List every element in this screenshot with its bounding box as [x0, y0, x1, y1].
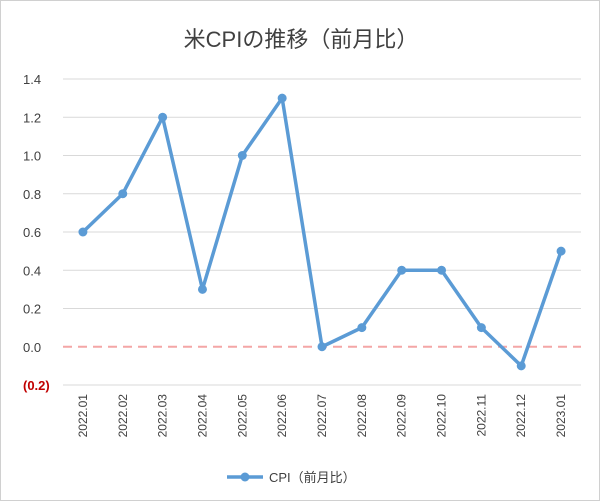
x-tick-label: 2022.03	[156, 394, 170, 438]
x-tick-label: 2022.09	[395, 394, 409, 438]
data-point	[78, 227, 88, 237]
data-point	[317, 342, 327, 352]
y-tick-label: (0.2)	[23, 378, 50, 393]
y-tick-label: 0.6	[23, 225, 41, 240]
x-axis-tick-labels: 2022.01 2022.02 2022.03 2022.04 2022.05 2022.…	[76, 394, 568, 438]
gridlines	[63, 78, 581, 386]
data-point	[437, 265, 447, 275]
y-axis-tick-labels: 1.4 1.2 1.0 0.8 0.6 0.4 0.2 0.0 (0.2)	[23, 72, 50, 393]
data-point	[397, 265, 407, 275]
data-point	[237, 151, 247, 160]
x-tick-label: 2022.10	[435, 394, 449, 438]
data-point	[197, 284, 207, 294]
legend-marker-swatch	[240, 472, 250, 482]
data-point	[357, 323, 367, 333]
legend: CPI（前月比）	[227, 470, 356, 485]
legend-label: CPI（前月比）	[269, 470, 356, 485]
x-tick-label: 2022.07	[315, 394, 329, 438]
x-tick-label: 2022.05	[235, 394, 249, 438]
data-point	[556, 246, 566, 256]
data-point	[476, 323, 486, 333]
x-tick-label: 2022.01	[76, 394, 90, 438]
series-cpi	[78, 93, 566, 371]
x-tick-label: 2022.08	[355, 394, 369, 438]
y-tick-label: 1.0	[23, 149, 41, 164]
x-tick-label: 2022.04	[195, 394, 209, 438]
y-tick-label: 0.2	[23, 302, 41, 317]
x-tick-label: 2022.11	[474, 394, 488, 437]
x-tick-label: 2023.01	[554, 394, 568, 438]
x-tick-label: 2022.06	[275, 394, 289, 438]
x-tick-label: 2022.02	[116, 394, 130, 438]
y-tick-label: 1.4	[23, 72, 41, 87]
y-tick-label: 1.2	[23, 110, 41, 125]
data-point	[277, 93, 287, 103]
data-point	[158, 112, 168, 122]
data-point	[118, 189, 128, 199]
y-tick-label: 0.4	[23, 263, 41, 278]
x-tick-label: 2022.12	[514, 394, 528, 438]
y-tick-label: 0.0	[23, 340, 41, 355]
data-point	[516, 361, 526, 371]
chart-title: 米CPIの推移（前月比）	[184, 27, 419, 52]
y-tick-label: 0.8	[23, 187, 41, 202]
